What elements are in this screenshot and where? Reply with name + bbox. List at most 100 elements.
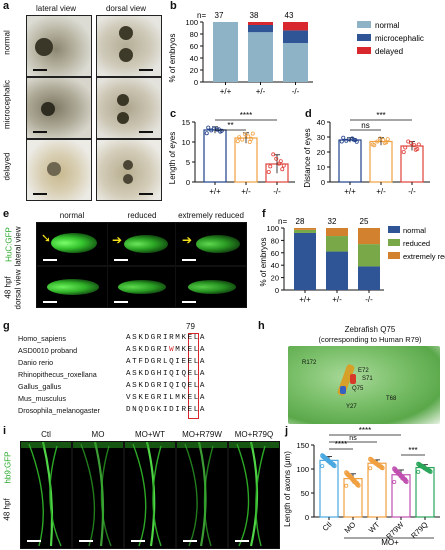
chart-j-point-WT-0	[368, 466, 373, 471]
residue-q75: Q75	[352, 386, 364, 392]
sequence-position-79: Q	[169, 382, 176, 390]
chart-c-ytick-label-15: 15	[182, 118, 190, 127]
chart-b-bar--/--delayed	[283, 22, 308, 31]
panel-i-col-2: MO+WT	[135, 430, 165, 439]
chart-c-point-+/--4	[240, 137, 245, 142]
panel-e-side-huc: HuC:GFP	[4, 227, 14, 262]
chart-f-bar-+/--reduced	[326, 236, 348, 252]
panel-a-row-normal: normal	[2, 30, 12, 55]
alignment-table: 79 Homo_sapiens ASKDGRIRMKELA ASD0010 proba…	[14, 322, 254, 419]
chart-d-point-+/--4	[375, 139, 380, 144]
sequence-suffix: MKELA	[175, 394, 207, 402]
chart-c-ytick-label-5: 5	[186, 158, 190, 167]
chart-c-point-+/--7	[247, 139, 252, 144]
panel-i-side-hb9: hb9:GFP	[3, 451, 13, 484]
species-sequence: ATFDGRLQIEELA	[126, 358, 206, 366]
chart-b-ytick-label-0: 0	[194, 78, 198, 87]
chart-c-point-+/--1	[249, 136, 254, 141]
chart-j-bar-WT	[367, 462, 387, 518]
chart-b-n-0: 37	[215, 11, 224, 20]
chart-f-xtick-label-2: -/-	[365, 295, 373, 304]
chart-c-point-+/--2	[246, 134, 251, 139]
chart-j-ylabel: Length of axons (μm)	[283, 451, 292, 527]
chart-b-bar-+/+-normal	[213, 22, 238, 82]
chart-j-point-MO-24	[352, 480, 357, 485]
sequence-position-79: W	[169, 346, 176, 354]
embryo-dorsal-microcephalic-image	[96, 77, 162, 139]
sequence-suffix: MKELA	[175, 334, 207, 342]
panel-f-label: f	[262, 208, 266, 220]
chart-d-ytick-label-20: 20	[317, 148, 325, 157]
huc-lateral-reduced-image: ➔	[107, 222, 176, 266]
legend-b-normal-swatch	[357, 21, 371, 28]
chart-j-point-Ctl-24	[328, 461, 333, 466]
chart-j-point-Ctl-27	[321, 455, 326, 460]
chart-b-n-2: 43	[285, 11, 294, 20]
chart-f-bar-+/+-reduced	[294, 229, 316, 233]
chart-d-xtick-label-2: -/-	[408, 187, 416, 196]
chart-f-ytick-label-60: 60	[271, 249, 279, 258]
chart-d-xtick-label-0: +/+	[344, 187, 356, 196]
residue-r172: R172	[302, 360, 317, 366]
chart-b-n-prefix: n=	[197, 11, 206, 20]
embryo-lateral-normal-image	[26, 15, 92, 77]
chart-j-point-R79Q-0	[416, 469, 421, 474]
species-sequence: ASKDGRIRMKELA	[126, 334, 206, 342]
alignment-position-79: 79	[186, 322, 195, 331]
chart-c-point-+/--5	[237, 135, 242, 140]
chart-f-xtick-label-0: +/+	[299, 295, 311, 304]
chart-d-point-+/+-7	[351, 137, 356, 142]
chart-j-point-MO-27	[345, 472, 350, 477]
chart-c-point--/--1	[280, 167, 285, 172]
sequence-suffix: MKELA	[175, 346, 207, 354]
axon-image-1	[72, 441, 124, 549]
chart-j-ytick-label-50: 50	[301, 489, 309, 498]
chart-d-bar--/-	[400, 145, 424, 183]
chart-j-point-MO-0	[344, 483, 349, 488]
residue-t68: T68	[386, 396, 397, 402]
panel-d-label: d	[305, 108, 312, 120]
panel-e-row-dorsal: dorsal view	[13, 269, 23, 310]
chart-b-ytick-label-100: 100	[185, 18, 198, 27]
chart-c-point--/--7	[278, 159, 283, 164]
chart-f-bar--/--reduced	[358, 244, 380, 267]
huc-lateral-extremely-image: ➔	[175, 222, 247, 266]
chart-j-bar-R79W	[391, 474, 411, 518]
panel-e-col-normal: normal	[59, 211, 85, 220]
chart-j-point-R79W-27	[393, 468, 398, 473]
chart-f-ytick-label-100: 100	[266, 224, 279, 233]
legend-f-normal-swatch	[388, 226, 400, 233]
chart-b-bar-+/--normal	[248, 32, 273, 82]
chart-j-sig-3: ***	[408, 446, 417, 455]
chart-d-xtick-label-1: +/-	[376, 187, 386, 196]
panel-e-col-reduced: reduced	[127, 211, 157, 220]
axon-image-2	[124, 441, 176, 549]
chart-f-ytick-label-20: 20	[271, 274, 279, 283]
chart-f-bar-+/+-extremely-reduced	[294, 228, 316, 230]
alignment-highlight-box	[188, 333, 199, 419]
panel-e-label: e	[3, 208, 10, 220]
residue-s71: S71	[362, 376, 373, 382]
panel-i-label: i	[3, 425, 7, 437]
sequence-prefix: ASKDGRI	[126, 334, 170, 342]
panel-c-label: c	[170, 108, 177, 120]
chart-j-point-Ctl-25	[326, 459, 331, 464]
chart-f-n-2: 25	[360, 217, 369, 226]
chart-j-sig-2: ****	[335, 440, 347, 449]
chart-d-ytick-label-30: 30	[317, 133, 325, 142]
chart-d-point-+/+-5	[341, 135, 346, 140]
panel-i-col-1: MO	[91, 430, 105, 439]
chart-c-bar-+/-	[234, 137, 258, 183]
panel-h-label: h	[258, 320, 265, 332]
chart-d-point-+/--3	[378, 136, 383, 141]
chart-b-xtick-label-2: -/-	[292, 87, 300, 96]
sequence-prefix: ASKDGHI	[126, 370, 170, 378]
chart-b-bar-+/--microcephalic	[248, 25, 273, 33]
panel-e-col-extremely: extremely reduced	[178, 211, 244, 220]
sequence-suffix: IQELA	[175, 382, 207, 390]
species-name: Gallus_gallus	[18, 382, 62, 391]
chart-f-n-1: 32	[328, 217, 337, 226]
chart-d-point--/--2	[412, 143, 417, 148]
chart-j-bar-Ctl	[319, 459, 339, 518]
species-name: Danio rerio	[18, 358, 54, 367]
